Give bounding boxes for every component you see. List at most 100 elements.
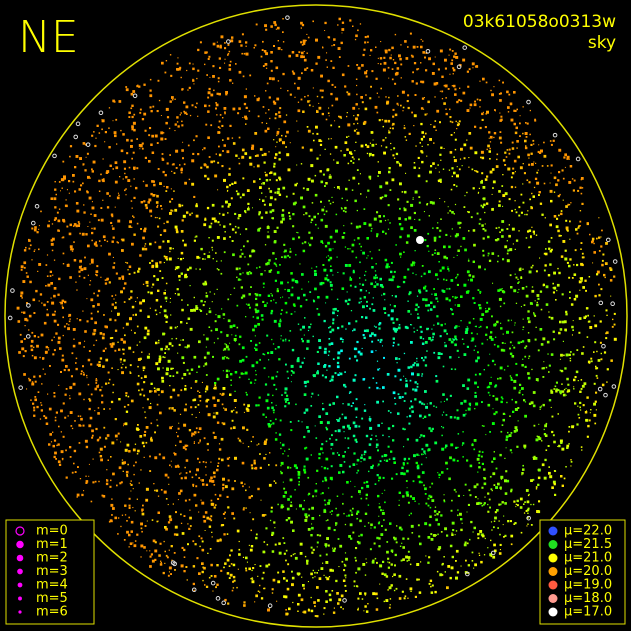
star — [271, 550, 275, 553]
star — [416, 578, 419, 581]
star — [387, 445, 390, 448]
star — [226, 137, 230, 140]
star — [486, 148, 488, 151]
star — [371, 303, 374, 306]
star — [306, 188, 310, 191]
star — [352, 421, 356, 425]
star — [233, 409, 235, 411]
star — [247, 273, 250, 276]
star — [323, 213, 326, 216]
star — [267, 127, 270, 130]
star — [164, 352, 166, 354]
star — [458, 356, 460, 358]
star — [28, 314, 32, 318]
star — [274, 348, 277, 350]
star — [23, 373, 26, 376]
star — [243, 507, 245, 509]
star — [106, 434, 110, 437]
star — [571, 277, 574, 279]
star — [442, 168, 445, 170]
star — [192, 63, 194, 65]
star — [474, 100, 476, 103]
star — [238, 162, 241, 165]
star — [236, 276, 238, 278]
star — [424, 239, 427, 242]
star — [141, 441, 145, 445]
star — [492, 395, 495, 397]
star — [426, 403, 428, 405]
star — [275, 464, 278, 467]
star — [176, 326, 178, 328]
star — [375, 263, 377, 265]
star — [492, 408, 494, 410]
star — [481, 179, 483, 182]
star — [304, 68, 307, 71]
star — [283, 255, 287, 259]
star — [179, 473, 181, 475]
star — [312, 132, 314, 135]
star — [128, 111, 131, 114]
star — [129, 317, 132, 321]
star — [324, 224, 328, 228]
star — [136, 325, 139, 328]
star — [486, 339, 488, 341]
star — [144, 430, 147, 433]
star — [265, 179, 269, 182]
star — [394, 61, 397, 65]
star — [363, 336, 366, 339]
star — [490, 338, 494, 341]
star — [412, 45, 416, 49]
star — [178, 279, 181, 281]
star — [247, 446, 250, 448]
star — [421, 160, 424, 164]
star — [559, 390, 563, 394]
star — [166, 186, 169, 189]
star — [72, 225, 75, 227]
star — [217, 465, 219, 467]
star — [475, 325, 477, 328]
star — [405, 57, 409, 60]
star — [110, 456, 112, 458]
star — [369, 416, 371, 418]
star — [377, 175, 379, 177]
star — [346, 291, 348, 293]
star — [181, 120, 183, 123]
star — [48, 407, 52, 411]
star — [376, 439, 378, 441]
star — [512, 167, 515, 170]
star — [109, 337, 112, 340]
star — [91, 170, 94, 173]
star — [53, 319, 57, 323]
star — [244, 371, 248, 375]
star — [428, 57, 431, 61]
star — [525, 294, 529, 298]
star — [500, 141, 503, 144]
star — [520, 531, 523, 534]
star — [411, 410, 414, 413]
star — [320, 281, 323, 284]
star — [270, 309, 274, 313]
star — [532, 457, 536, 460]
star — [582, 286, 585, 289]
star — [219, 494, 222, 497]
star — [156, 217, 158, 219]
star — [324, 185, 326, 187]
star — [306, 562, 309, 565]
star — [123, 359, 126, 362]
star — [544, 264, 547, 267]
star — [97, 219, 100, 222]
star — [170, 209, 173, 212]
star — [120, 366, 123, 369]
star — [557, 179, 560, 182]
star — [149, 565, 152, 568]
star — [363, 458, 366, 461]
star — [126, 474, 128, 476]
star — [558, 171, 561, 174]
star — [472, 318, 475, 320]
star — [298, 483, 300, 486]
star — [522, 329, 524, 331]
star — [482, 228, 485, 231]
star — [217, 77, 220, 80]
star — [21, 297, 23, 299]
star — [539, 408, 541, 410]
